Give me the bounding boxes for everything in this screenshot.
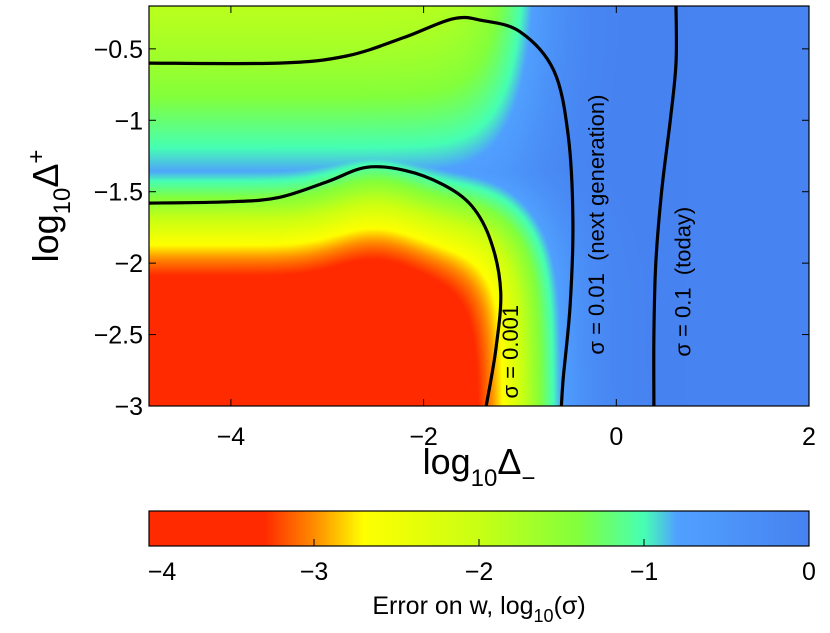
y-tick-label: −0.5 xyxy=(94,36,143,64)
contour-annotations: σ = 0.001 σ = 0.01 (next generation) σ = 0… xyxy=(498,95,696,399)
x-axis-ticks: −4 −2 0 2 xyxy=(217,6,816,451)
plot-area: σ = 0.001 σ = 0.01 (next generation) σ = 0… xyxy=(94,5,816,451)
heatmap-field xyxy=(149,6,809,406)
colorbar-ticks: −4 −3 −2 −1 0 xyxy=(148,539,816,586)
y-tick-label: −3 xyxy=(114,393,143,421)
y-tick-label: −2.5 xyxy=(94,322,143,350)
colorbar-tick-label: 0 xyxy=(802,558,816,586)
y-tick-label: −1 xyxy=(114,107,143,135)
x-tick-label: −4 xyxy=(217,423,246,451)
x-tick-label: 0 xyxy=(609,423,623,451)
contour-annotation-2: σ = 0.01 (next generation) xyxy=(584,95,609,355)
plot-frame xyxy=(148,5,810,407)
y-axis-label: log10Δ+ xyxy=(23,150,76,263)
colorbar: −4 −3 −2 −1 0 Error on w, log10(σ) xyxy=(148,510,816,626)
y-tick-label: −1.5 xyxy=(94,179,143,207)
x-tick-label: 2 xyxy=(802,423,816,451)
contour-annotation-1: σ = 0.001 xyxy=(498,305,523,399)
contour-line-2 xyxy=(149,15,575,406)
contour-annotation-3: σ = 0.1 (today) xyxy=(671,207,696,357)
y-tick-label: −2 xyxy=(114,250,143,278)
y-axis-ticks: −0.5 −1 −1.5 −2 −2.5 −3 xyxy=(94,36,809,421)
contour-lines xyxy=(149,6,679,406)
colorbar-tick-label: −4 xyxy=(148,558,177,586)
x-axis-label: log10Δ− xyxy=(423,441,536,492)
contour-line-1 xyxy=(149,165,503,406)
colorbar-tick-label: −3 xyxy=(300,558,329,586)
colorbar-tick-label: −2 xyxy=(465,558,494,586)
x-tick-label: −2 xyxy=(409,423,438,451)
contour-line-3 xyxy=(652,6,679,406)
colorbar-label: Error on w, log10(σ) xyxy=(372,592,585,626)
colorbar-tick-label: −1 xyxy=(630,558,659,586)
